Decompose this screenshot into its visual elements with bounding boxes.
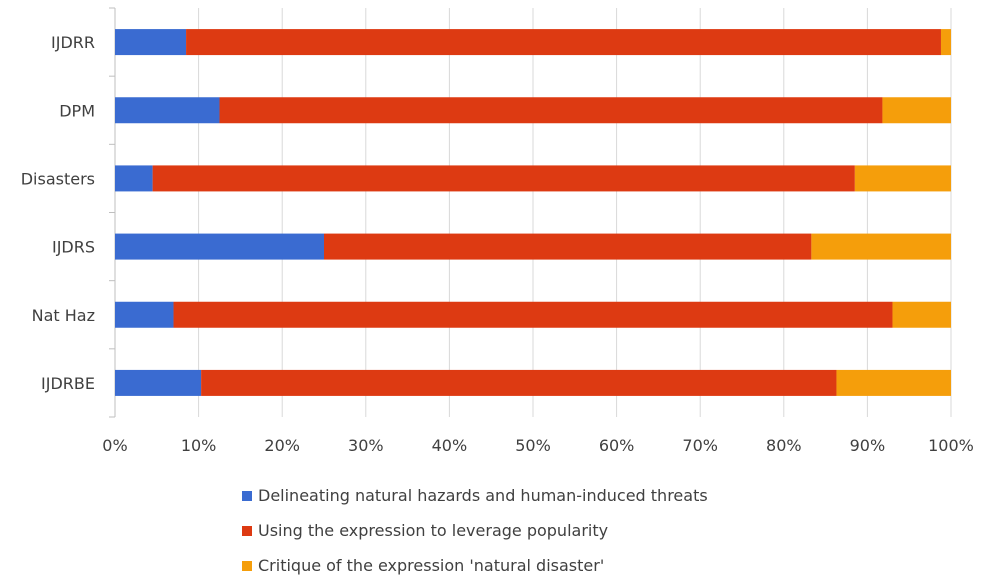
bar-segment-3 (854, 165, 951, 192)
legend-swatch-delineating (242, 490, 252, 501)
bar-segment-3 (882, 97, 951, 124)
x-tick-label: 90% (850, 436, 886, 455)
x-tick-label: 100% (928, 436, 974, 455)
category-label: DPM (59, 101, 95, 120)
bar-segment-2 (173, 301, 893, 328)
bar-segment-1 (115, 165, 153, 192)
bar-segment-2 (201, 369, 837, 396)
bar-segment-2 (219, 97, 883, 124)
bar-segment-1 (115, 29, 187, 56)
legend-label-critique: Critique of the expression 'natural disa… (258, 556, 605, 575)
bar-segment-2 (324, 233, 812, 260)
legend-item-delineating: Delineating natural hazards and human-in… (242, 478, 708, 513)
x-tick-label: 70% (682, 436, 718, 455)
stacked-bar-chart: 0% 10% 20% 30% 40% 50% 60% 70% 80% 90% 100% IJDRR DP… (21, 7, 974, 455)
category-label: IJDRBE (41, 374, 95, 393)
legend: Delineating natural hazards and human-in… (242, 478, 708, 583)
x-tick-label: 10% (181, 436, 217, 455)
bar-segment-2 (186, 29, 941, 56)
category-label: IJDRR (51, 33, 95, 52)
legend-label-leverage: Using the expression to leverage popular… (258, 521, 609, 540)
bar-segment-1 (115, 301, 174, 328)
legend-swatch-critique (242, 560, 252, 571)
bar-segment-1 (115, 97, 220, 124)
bar-segment-1 (115, 369, 202, 396)
bar-segment-3 (836, 369, 951, 396)
bar-segment-2 (152, 165, 855, 192)
bar-segment-3 (940, 29, 951, 56)
legend-item-leverage: Using the expression to leverage popular… (242, 513, 708, 548)
bar-segment-3 (892, 301, 951, 328)
x-tick-label: 50% (515, 436, 551, 455)
category-label: IJDRS (52, 238, 95, 257)
x-tick-label: 30% (348, 436, 384, 455)
x-tick-label: 20% (264, 436, 300, 455)
bar-segment-1 (115, 233, 324, 260)
category-label: Disasters (21, 169, 95, 188)
x-tick-label: 0% (102, 436, 127, 455)
legend-swatch-leverage (242, 525, 252, 536)
legend-label-delineating: Delineating natural hazards and human-in… (258, 486, 708, 505)
category-label: Nat Haz (32, 306, 95, 325)
x-tick-label: 40% (432, 436, 468, 455)
x-tick-label: 60% (599, 436, 635, 455)
x-tick-label: 80% (766, 436, 802, 455)
bar-segment-3 (811, 233, 951, 260)
legend-item-critique: Critique of the expression 'natural disa… (242, 548, 708, 583)
